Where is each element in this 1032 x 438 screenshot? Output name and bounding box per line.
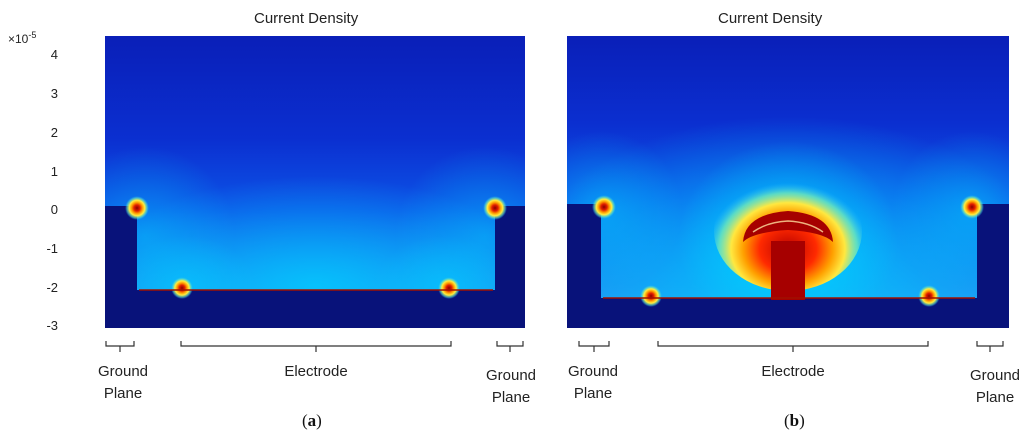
panel-b-title: Current Density <box>718 10 823 27</box>
brace-ground-left-a <box>105 341 135 352</box>
y-tick: -3 <box>46 318 58 333</box>
hotspot <box>171 277 193 299</box>
y-tick: 2 <box>50 125 58 140</box>
y-tick: 3 <box>50 86 58 101</box>
panel-a-heatmap <box>105 36 525 328</box>
substrate-solid <box>105 206 525 328</box>
y-axis-exponent: ×10-5 <box>8 30 37 46</box>
cap-glow <box>714 171 862 291</box>
mushroom-stem <box>771 241 805 300</box>
hotspot <box>438 277 460 299</box>
hotspot <box>125 196 149 220</box>
label-ground-plane-left-a: Ground Plane <box>97 363 149 402</box>
hotspot <box>640 285 662 307</box>
brace-ground-left-b <box>578 341 610 352</box>
y-tick: 0 <box>50 202 58 217</box>
brace-ground-right-a <box>496 341 524 352</box>
y-tick: -1 <box>46 241 58 256</box>
panel-b-heatmap <box>567 36 1009 328</box>
label-ground-plane-right-a: Ground Plane <box>485 367 537 406</box>
y-tick: 1 <box>50 164 58 179</box>
panel-a-title: Current Density <box>254 10 359 27</box>
brace-electrode-b <box>657 341 929 352</box>
caption-a: (a) <box>302 411 322 430</box>
hotspot <box>918 285 940 307</box>
y-tick: -2 <box>46 280 58 295</box>
hotspot <box>592 195 616 219</box>
label-electrode-b: Electrode <box>761 363 825 380</box>
mushroom-cap <box>743 211 833 242</box>
brace-ground-right-b <box>976 341 1004 352</box>
hotspot <box>960 195 984 219</box>
brace-electrode-a <box>180 341 452 352</box>
substrate-solid <box>567 204 1009 328</box>
hotspot <box>483 196 507 220</box>
label-ground-plane-left-b: Ground Plane <box>567 363 619 402</box>
caption-b: (b) <box>784 411 805 430</box>
label-ground-plane-right-b: Ground Plane <box>969 367 1021 406</box>
cap-highlight <box>752 220 824 233</box>
label-electrode-a: Electrode <box>284 363 348 380</box>
y-tick: 4 <box>50 47 58 62</box>
